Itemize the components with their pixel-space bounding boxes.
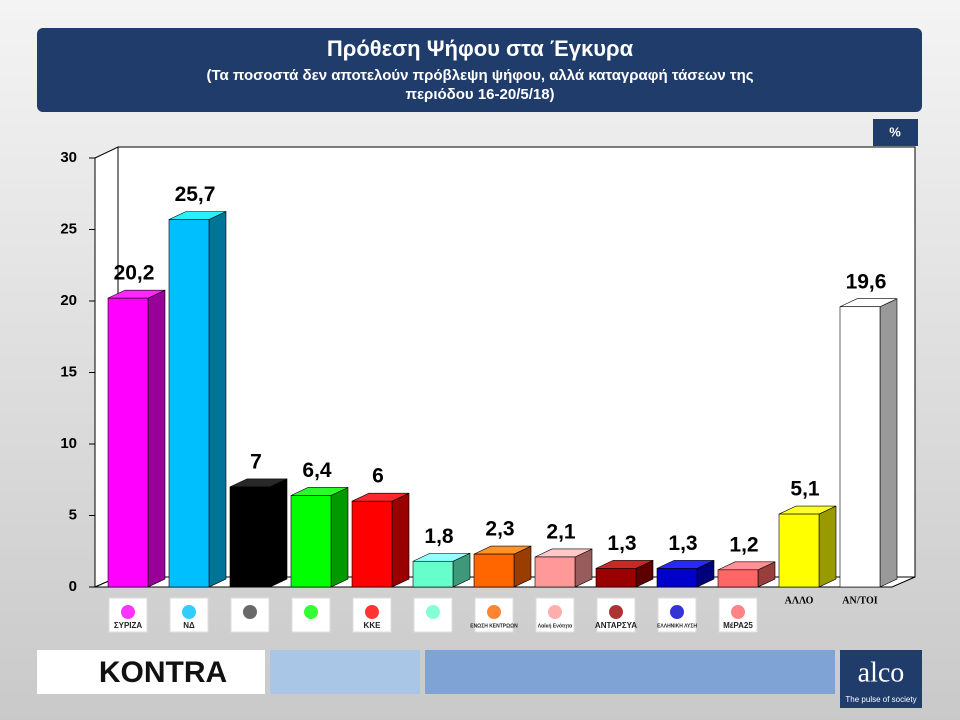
bar (412, 560, 454, 588)
footer-band (270, 650, 420, 694)
bar (473, 553, 515, 588)
bar (107, 297, 149, 588)
party-logo-mark (243, 605, 257, 619)
value-label: 20,2 (114, 262, 155, 285)
y-tick-label: 25 (60, 220, 77, 237)
value-label: 1,3 (668, 532, 697, 555)
bar-side (818, 505, 837, 588)
bar (839, 306, 881, 588)
y-tick-label: 5 (69, 506, 77, 523)
x-tick-label: ΑΝΤΑΡΣΥΑ (595, 621, 637, 630)
alco-logo: alco (858, 657, 905, 688)
x-tick-label: ΑΛΛΟ (785, 595, 814, 606)
party-logo-mark (426, 605, 440, 619)
value-label: 6,4 (302, 459, 332, 482)
bar (656, 568, 698, 588)
y-tick-label: 0 (69, 578, 77, 595)
value-label: 1,8 (424, 525, 454, 548)
value-label: 2,3 (485, 518, 514, 541)
y-tick-label: 20 (60, 292, 77, 309)
bar-side (879, 298, 898, 588)
x-tick-label: ΝΔ (183, 621, 195, 630)
party-logo-mark (182, 605, 196, 619)
x-tick-label: ΣΥΡΙΖΑ (114, 621, 143, 630)
alco-tagline: The pulse of society (845, 695, 916, 704)
alco-box (840, 650, 922, 708)
value-label: 7 (250, 450, 262, 473)
value-label: 5,1 (790, 478, 820, 501)
x-tick-label: ΕΛΛΗΝΙΚΗ ΛΥΣΗ (657, 623, 697, 629)
bar-side (391, 492, 410, 588)
x-tick-label: ΕΝΩΣΗ ΚΕΝΤΡΩΩΝ (470, 623, 518, 629)
party-logo-mark (609, 605, 623, 619)
bar (168, 219, 210, 588)
value-label: 6 (372, 465, 384, 488)
bar (595, 568, 637, 588)
x-tick-label: ΚΚΕ (364, 621, 382, 630)
y-tick-label: 10 (60, 435, 77, 452)
bar (717, 569, 759, 588)
footer-left (37, 650, 265, 694)
x-tick-label: ΑΝ/ΤΟΙ (842, 595, 877, 606)
y-tick-label: 30 (60, 149, 77, 166)
value-label: 25,7 (175, 183, 216, 206)
bar-side (330, 487, 349, 588)
bar (351, 500, 393, 588)
chart-subtitle: περιόδου 16-20/5/18) (405, 86, 554, 103)
bar-side (208, 211, 227, 588)
value-label: 1,2 (729, 533, 758, 556)
bar (534, 556, 576, 588)
title-box (37, 28, 922, 112)
plot: 0 5 10 15 20 25 30 20,2 ΣΥΡΙΖΑ 25,7 ΝΔ 7 6,4 6 ΚΚΕ 1,8 2… (60, 149, 898, 633)
bar (229, 486, 271, 588)
bar (290, 495, 332, 588)
party-logo-mark (304, 605, 318, 619)
kontra-logo: KONTRA (99, 656, 227, 689)
footer-band (425, 650, 835, 694)
unit-label: % (889, 124, 901, 139)
party-logo-mark (731, 605, 745, 619)
bar-side (147, 289, 166, 588)
x-tick-label: ΜέΡΑ25 (723, 621, 753, 630)
bar (778, 513, 820, 588)
party-logo-mark (548, 605, 562, 619)
party-logo-mark (670, 605, 684, 619)
value-label: 2,1 (546, 521, 576, 544)
party-logo-mark (487, 605, 501, 619)
value-label: 19,6 (846, 270, 887, 293)
y-tick-label: 15 (60, 363, 77, 380)
bar-side (269, 478, 288, 588)
x-tick-label: Λαϊκή Ενότητα (538, 623, 573, 629)
chart-title: Πρόθεση Ψήφου στα Έγκυρα (327, 36, 634, 61)
party-logo-mark (121, 605, 135, 619)
unit-box (873, 119, 918, 146)
party-logo-mark (365, 605, 379, 619)
chart-subtitle: (Τα ποσοστά δεν αποτελούν πρόβλεψη ψήφου… (206, 67, 753, 84)
value-label: 1,3 (607, 532, 636, 555)
